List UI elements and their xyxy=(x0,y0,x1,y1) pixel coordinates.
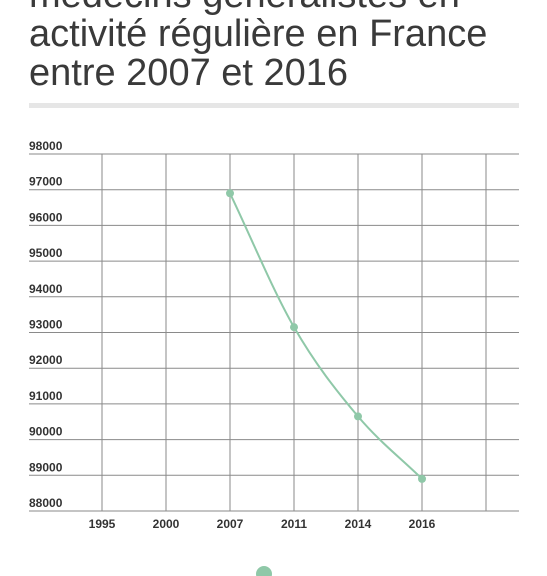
y-tick-label: 98000 xyxy=(29,139,63,153)
x-tick-label: 2011 xyxy=(281,517,307,531)
y-axis-labels: 98000 97000 96000 95000 94000 93000 92000 91000… xyxy=(29,139,63,510)
x-tick-label: 1995 xyxy=(89,517,116,531)
y-tick-label: 92000 xyxy=(29,353,63,367)
x-tick-label: 2007 xyxy=(217,517,244,531)
data-point[interactable] xyxy=(226,189,234,198)
y-tick-label: 96000 xyxy=(29,210,63,224)
x-tick-label: 2000 xyxy=(153,517,180,531)
legend-marker[interactable] xyxy=(256,566,272,576)
data-point[interactable] xyxy=(290,323,298,332)
data-point[interactable] xyxy=(354,412,362,421)
y-tick-label: 93000 xyxy=(29,318,63,332)
chart-title: médecins généralistes en activité réguli… xyxy=(29,0,488,94)
y-tick-label: 89000 xyxy=(29,460,63,474)
y-tick-label: 94000 xyxy=(29,282,63,296)
y-tick-label: 91000 xyxy=(29,389,63,403)
x-tick-label: 2016 xyxy=(409,517,436,531)
y-tick-label: 95000 xyxy=(29,246,63,260)
series-group xyxy=(226,189,426,483)
y-tick-label: 90000 xyxy=(29,425,63,439)
y-tick-label: 97000 xyxy=(29,175,63,189)
chart-grid xyxy=(29,153,519,512)
title-divider xyxy=(29,103,519,108)
x-axis-labels: 1995 2000 2007 2011 2014 2016 xyxy=(89,517,436,531)
x-tick-label: 2014 xyxy=(345,517,372,531)
series-line xyxy=(229,192,423,480)
data-point[interactable] xyxy=(418,474,426,483)
line-chart: 98000 97000 96000 95000 94000 93000 92000 91000… xyxy=(29,139,519,531)
y-tick-label: 88000 xyxy=(29,496,63,510)
